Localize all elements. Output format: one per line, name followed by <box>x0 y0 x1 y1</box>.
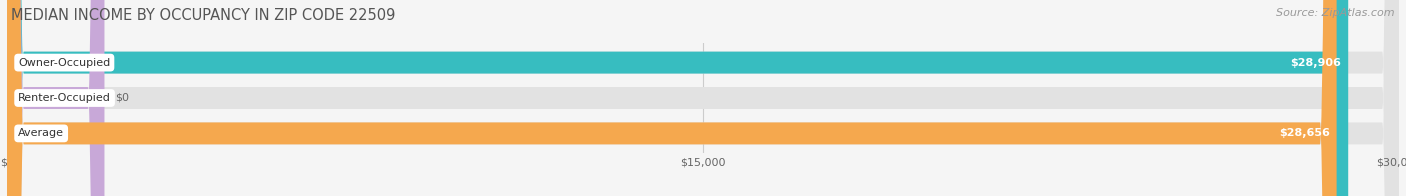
Text: Renter-Occupied: Renter-Occupied <box>18 93 111 103</box>
Text: $28,906: $28,906 <box>1291 58 1341 68</box>
FancyBboxPatch shape <box>7 0 1399 196</box>
Text: Owner-Occupied: Owner-Occupied <box>18 58 111 68</box>
Text: $28,656: $28,656 <box>1279 128 1330 138</box>
Text: Average: Average <box>18 128 65 138</box>
FancyBboxPatch shape <box>7 0 1399 196</box>
Text: Source: ZipAtlas.com: Source: ZipAtlas.com <box>1277 8 1395 18</box>
FancyBboxPatch shape <box>7 0 1399 196</box>
Text: MEDIAN INCOME BY OCCUPANCY IN ZIP CODE 22509: MEDIAN INCOME BY OCCUPANCY IN ZIP CODE 2… <box>11 8 395 23</box>
Text: $0: $0 <box>115 93 129 103</box>
FancyBboxPatch shape <box>7 0 104 196</box>
FancyBboxPatch shape <box>7 0 1337 196</box>
FancyBboxPatch shape <box>7 0 1348 196</box>
